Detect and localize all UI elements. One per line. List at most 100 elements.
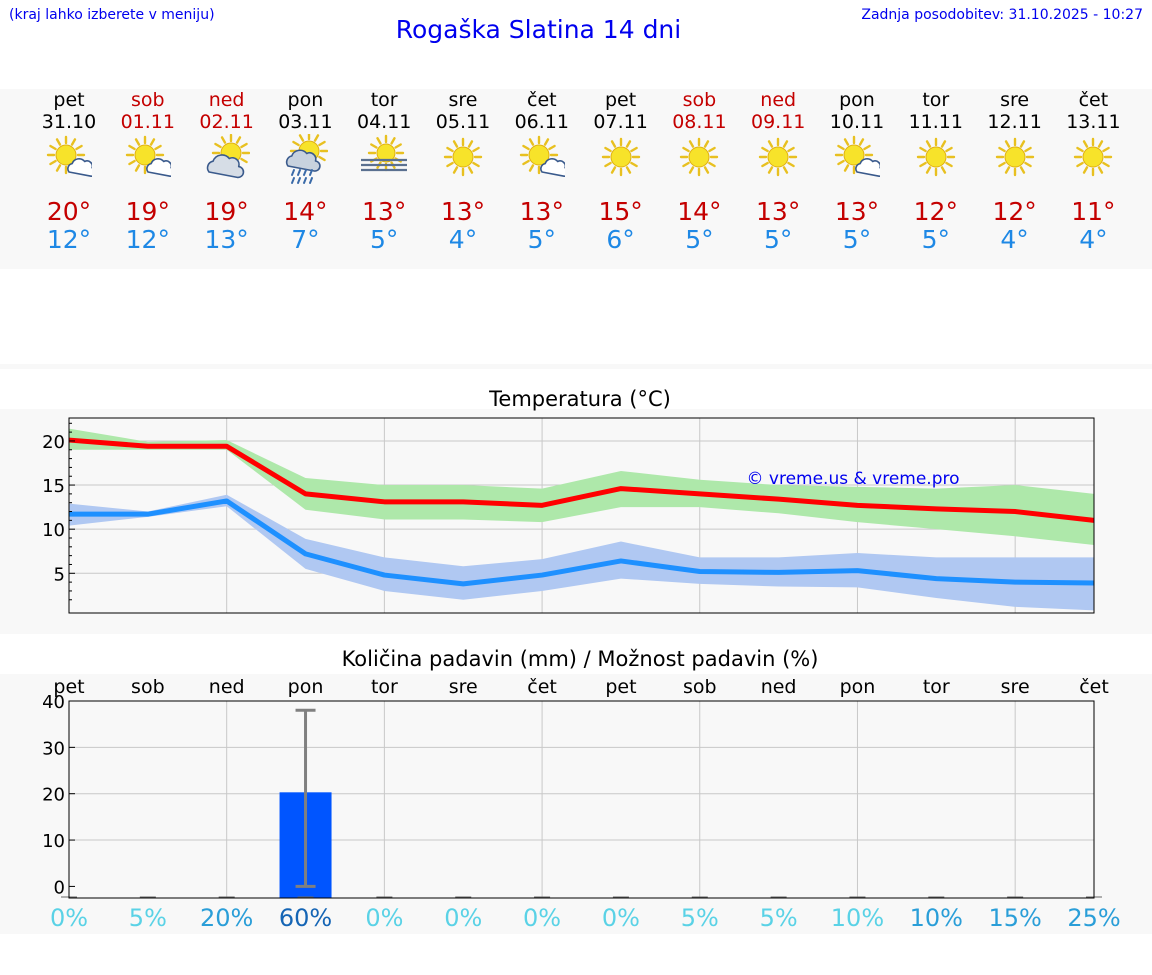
- day-card: pon 03.11 14° 7°: [265, 89, 345, 269]
- max-temp: 13°: [756, 197, 801, 226]
- day-card: tor 11.11 12° 5°: [896, 89, 976, 269]
- day-card: čet 13.11 11° 4°: [1053, 89, 1133, 269]
- day-date: 31.10: [41, 111, 97, 133]
- max-temp: 14°: [677, 197, 722, 226]
- day-card: sob 08.11 14° 5°: [659, 89, 739, 269]
- day-name: sre: [1000, 89, 1030, 111]
- min-temp: 4°: [448, 225, 478, 254]
- x-tick-label: sob: [683, 676, 717, 698]
- min-temp: 5°: [842, 225, 872, 254]
- precip-chart-title: Količina padavin (mm) / Možnost padavin …: [341, 647, 819, 671]
- precip-probability: 0%: [523, 904, 561, 932]
- x-tick-label: ned: [209, 676, 245, 698]
- sun-icon: [443, 137, 483, 177]
- x-tick-label: tor: [923, 676, 950, 698]
- y-tick-label: 20: [42, 432, 65, 453]
- day-name: tor: [370, 89, 398, 111]
- min-temp: 5°: [763, 225, 793, 254]
- max-temp: 13°: [362, 197, 407, 226]
- x-tick-label: sre: [1001, 676, 1030, 698]
- day-name: tor: [922, 89, 950, 111]
- max-temp: 19°: [125, 197, 170, 226]
- x-tick-label: ned: [761, 676, 797, 698]
- location-hint: (kraj lahko izberete v meniju): [9, 7, 215, 23]
- x-tick-label: čet: [527, 676, 557, 698]
- day-name: čet: [1078, 89, 1109, 111]
- min-temp: 5°: [685, 225, 714, 254]
- day-date: 05.11: [435, 111, 491, 133]
- y-tick-label: 10: [42, 520, 65, 541]
- y-tick-label: 40: [42, 692, 65, 713]
- day-date: 12.11: [987, 111, 1042, 133]
- y-tick-label: 30: [42, 738, 65, 759]
- x-tick-label: čet: [1079, 676, 1109, 698]
- min-temp: 5°: [527, 225, 556, 254]
- page-title: Rogaška Slatina 14 dni: [395, 15, 682, 44]
- max-temp: 19°: [204, 197, 249, 226]
- day-name: čet: [527, 89, 557, 111]
- day-card: sre 05.11 13° 4°: [423, 89, 503, 269]
- y-tick-label: 5: [54, 564, 65, 585]
- min-temp: 6°: [606, 225, 635, 254]
- day-date: 13.11: [1066, 111, 1121, 133]
- min-temp: 4°: [1000, 225, 1029, 254]
- fog-sun-icon: [361, 134, 408, 172]
- last-updated: Zadnja posodobitev: 31.10.2025 - 10:27: [861, 7, 1143, 23]
- precip-probability: 0%: [365, 904, 403, 932]
- day-date: 03.11: [278, 111, 333, 133]
- sun-cloud-icon: [834, 135, 880, 177]
- x-tick-label: pon: [288, 676, 324, 698]
- precip-probability: 10%: [831, 904, 884, 932]
- precip-probability: 0%: [50, 904, 88, 932]
- y-tick-label: 10: [42, 831, 65, 852]
- day-card: sob 01.11 19° 12°: [108, 89, 188, 269]
- forecast-band: [0, 89, 1152, 269]
- day-date: 09.11: [750, 111, 806, 133]
- day-name: ned: [760, 89, 797, 111]
- max-temp: 20°: [46, 197, 92, 226]
- min-temp-band: [69, 494, 1094, 611]
- day-name: sob: [131, 89, 165, 111]
- max-temp: 11°: [1071, 197, 1116, 226]
- day-name: pon: [839, 89, 875, 111]
- min-temp-line: [69, 498, 1095, 587]
- day-name: pet: [53, 89, 85, 111]
- temperature-chart: 5 10 15 20 © vreme.us & vreme.pro: [42, 417, 1095, 614]
- temp-chart-title: Temperatura (°C): [489, 387, 671, 411]
- sun-cloud-icon: [46, 135, 92, 177]
- precip-probability: 60%: [279, 904, 332, 932]
- day-date: 06.11: [514, 111, 569, 133]
- sun-icon: [995, 137, 1034, 177]
- max-temp: 12°: [913, 197, 958, 226]
- precip-probability: 10%: [910, 904, 963, 932]
- cloud-sun-icon: [206, 134, 250, 179]
- y-tick-label: 15: [42, 476, 65, 497]
- max-temp: 13°: [834, 197, 880, 226]
- day-card: pet 31.10 20° 12°: [29, 89, 109, 269]
- x-tick-label: pet: [53, 676, 84, 698]
- watermark: © vreme.us & vreme.pro: [746, 469, 959, 489]
- sun-cloud-icon: [125, 135, 171, 177]
- day-date: 01.11: [120, 111, 175, 133]
- day-card: ned 09.11 13° 5°: [738, 89, 818, 269]
- day-card: pet 07.11 15° 6°: [581, 89, 661, 269]
- min-temp: 12°: [125, 225, 170, 254]
- day-name: sob: [682, 89, 717, 111]
- y-tick-label: 0: [54, 877, 65, 898]
- precip-probability: 0%: [444, 904, 482, 932]
- min-temp: 5°: [369, 225, 399, 254]
- day-card: čet 06.11 13° 5°: [502, 89, 582, 269]
- max-temp: 14°: [283, 197, 328, 226]
- day-card: pon 10.11 13° 5°: [817, 89, 897, 269]
- max-temp: 13°: [519, 197, 564, 226]
- x-tick-label: pon: [840, 676, 876, 698]
- min-temp: 13°: [204, 225, 249, 254]
- plot-area: [69, 701, 1094, 898]
- day-card: sre 12.11 12° 4°: [975, 89, 1055, 269]
- precip-probability: 5%: [760, 904, 798, 932]
- sun-icon: [916, 137, 955, 177]
- day-name: pet: [604, 89, 637, 111]
- x-tick-label: pet: [605, 676, 636, 698]
- day-name: ned: [208, 89, 245, 111]
- sun-icon: [680, 137, 719, 177]
